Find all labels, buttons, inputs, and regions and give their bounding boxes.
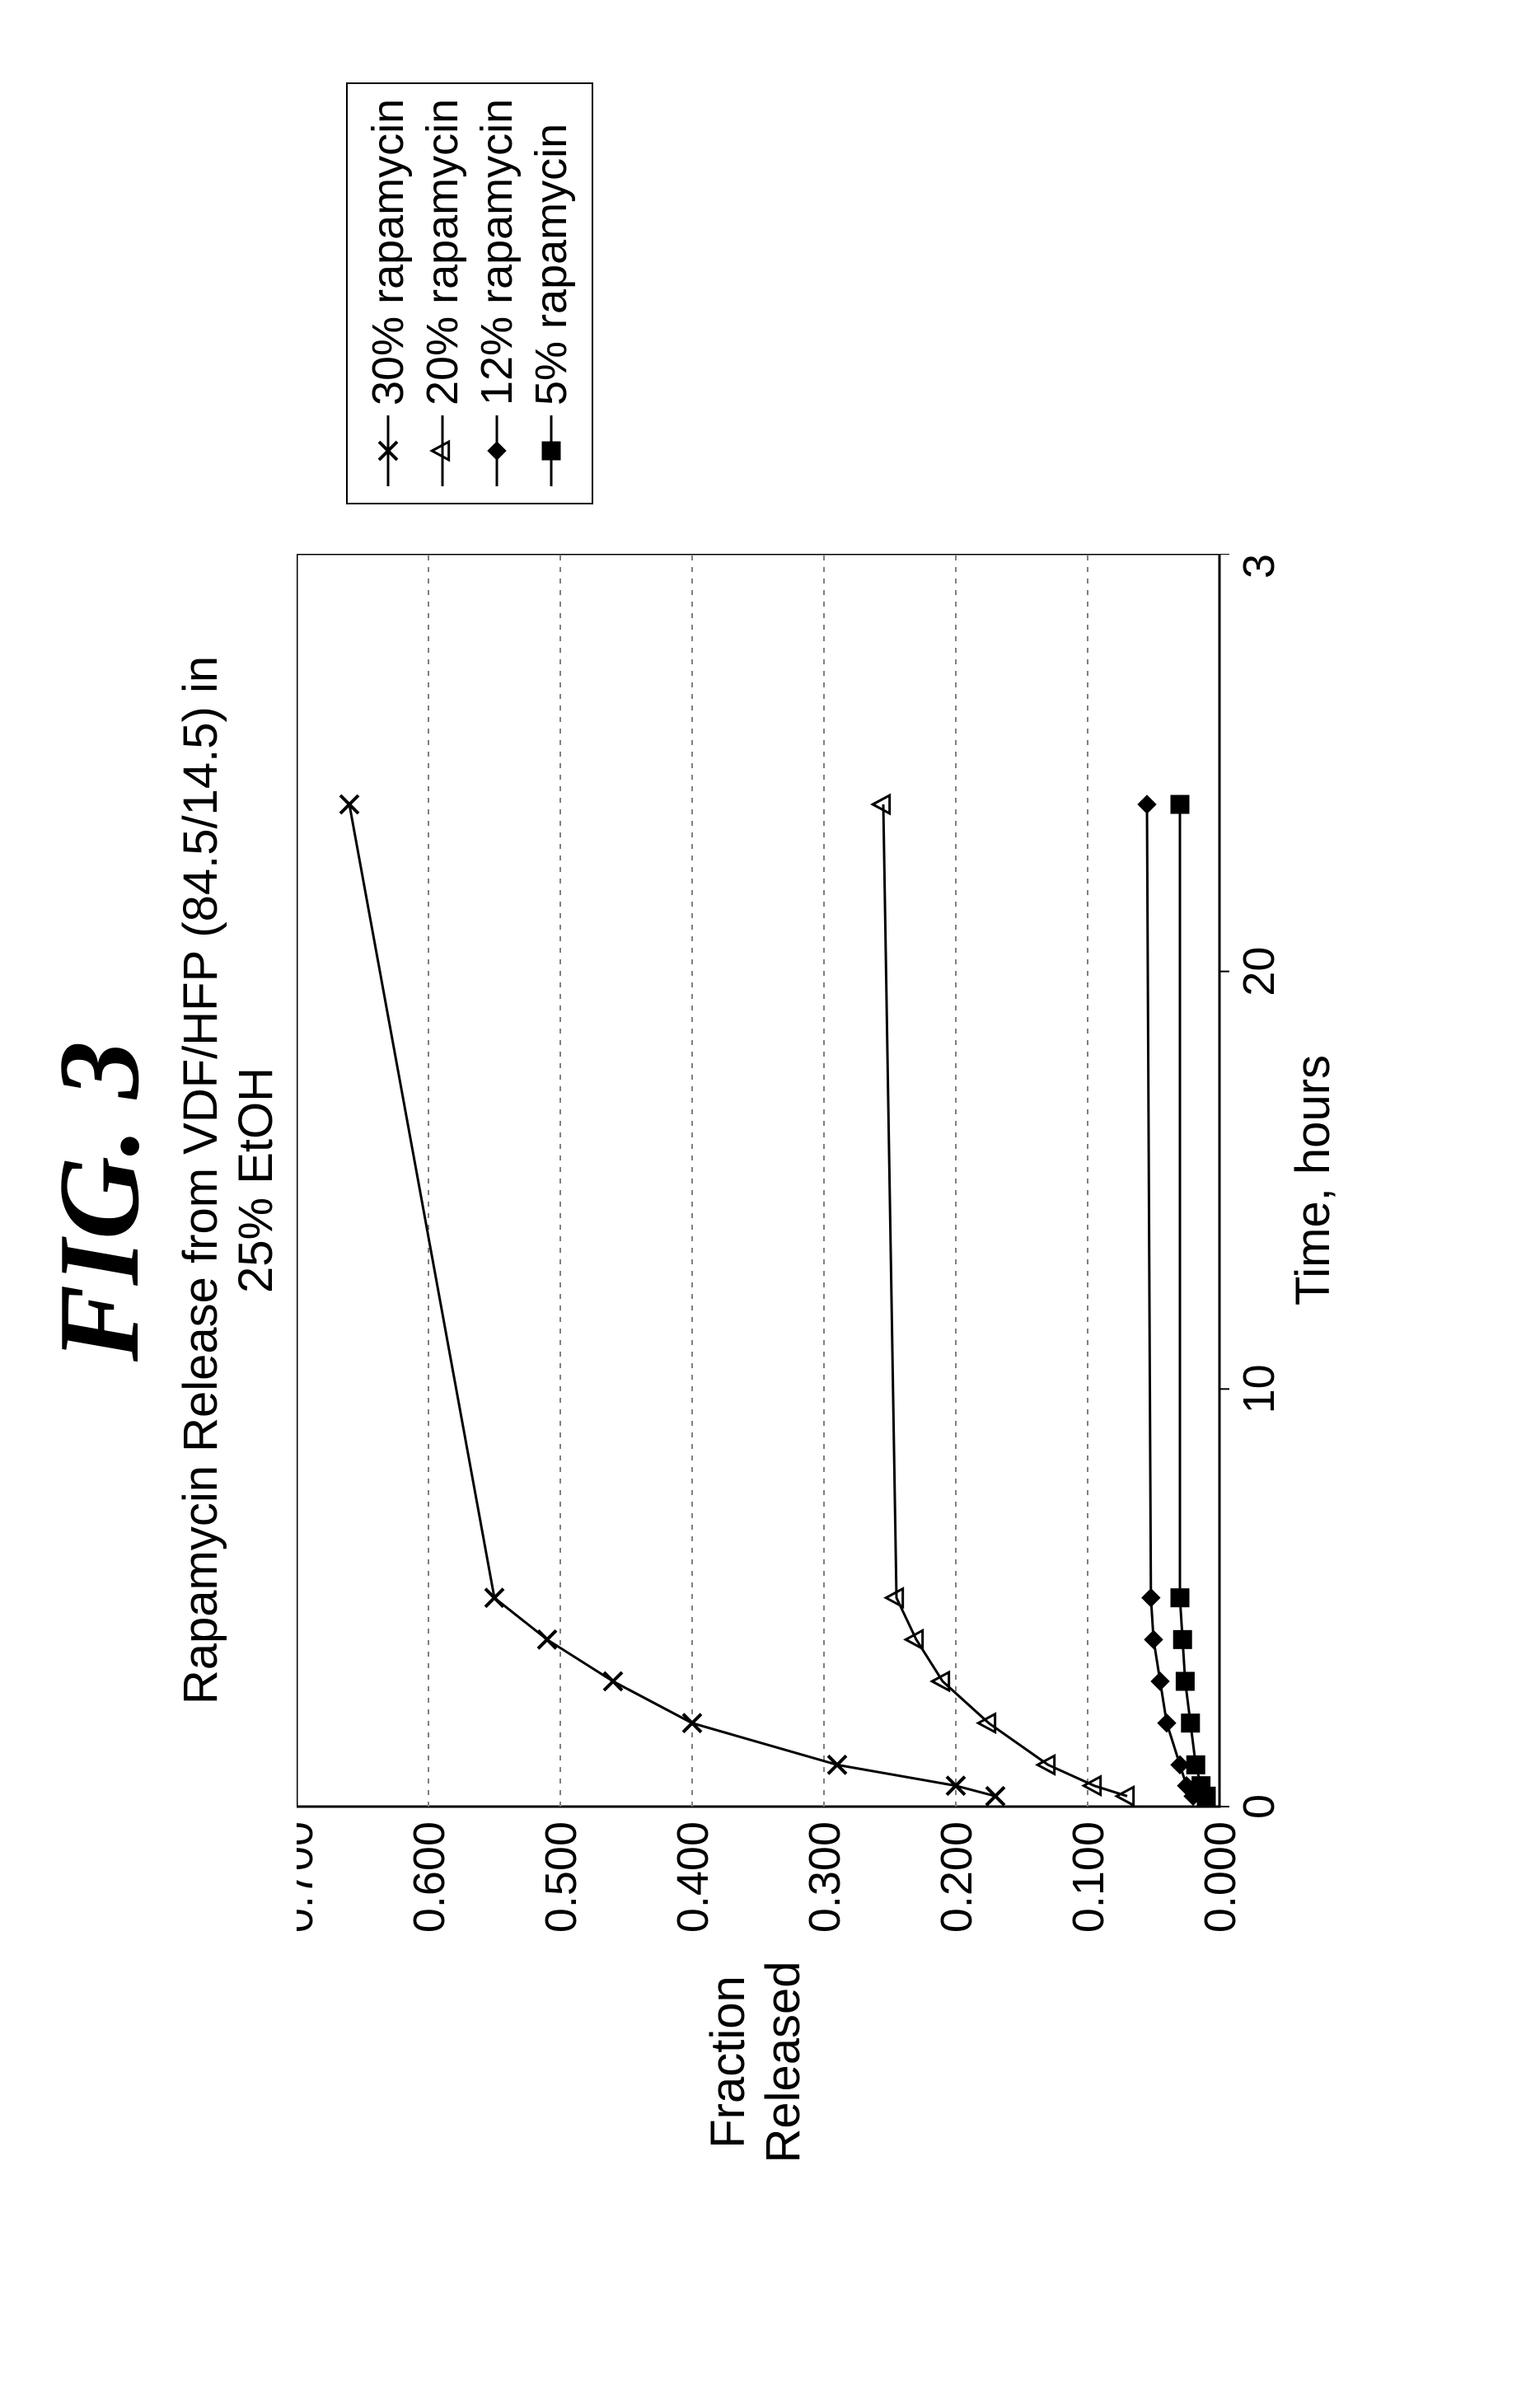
legend-label: 5% rapamycin [526, 124, 577, 405]
chart-title: Rapamycin Release from VDF/HFP (84.5/14.… [173, 554, 283, 1807]
svg-text:0.600: 0.600 [405, 1821, 454, 1933]
svg-text:0: 0 [1234, 1794, 1284, 1819]
svg-text:20: 20 [1234, 947, 1284, 996]
legend-item: 12% rapamycin [471, 99, 522, 488]
svg-text:0.400: 0.400 [668, 1821, 718, 1933]
rotated-canvas: FIG. 3 Rapamycin Release from VDF/HFP (8… [0, 0, 1540, 2400]
svg-text:0.500: 0.500 [536, 1821, 586, 1933]
legend-label: 20% rapamycin [417, 99, 468, 405]
svg-text:0.200: 0.200 [932, 1821, 981, 1933]
svg-text:10: 10 [1234, 1364, 1284, 1413]
legend: 30% rapamycin20% rapamycin12% rapamycin5… [346, 82, 593, 504]
chart-plot: 0.000 0.100 0.200 0.300 0.400 0.500 0.600 0.700… [297, 554, 1384, 1971]
legend-label: 30% rapamycin [363, 99, 414, 405]
svg-text:0.700: 0.700 [297, 1821, 322, 1933]
y-axis-label: Fraction Released [700, 1955, 811, 2169]
legend-item: 20% rapamycin [417, 99, 468, 488]
legend-label: 12% rapamycin [471, 99, 522, 405]
legend-item: 5% rapamycin [526, 99, 577, 488]
svg-text:0.100: 0.100 [1064, 1821, 1113, 1933]
svg-text:30: 30 [1234, 554, 1284, 579]
figure-label: FIG. 3 [33, 1041, 166, 1362]
svg-text:0.000: 0.000 [1196, 1821, 1245, 1933]
svg-text:0.300: 0.300 [800, 1821, 850, 1933]
legend-item: 30% rapamycin [363, 99, 414, 488]
